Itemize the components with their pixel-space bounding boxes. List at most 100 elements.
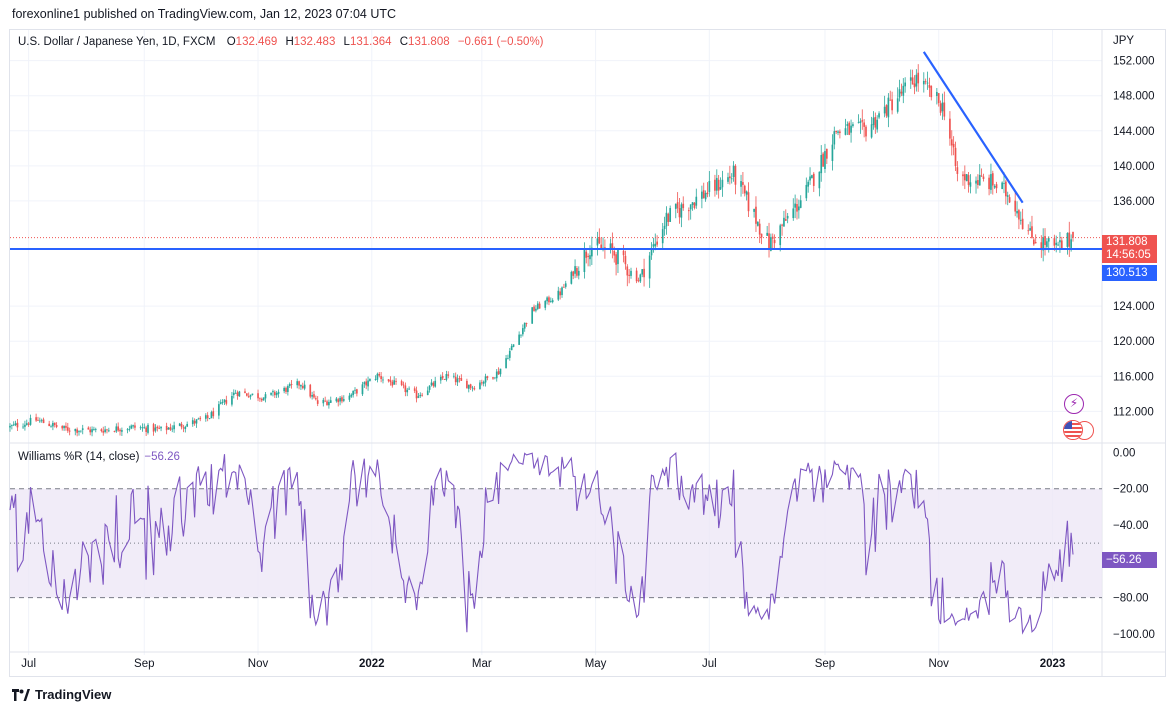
- candle-body-189: [499, 368, 502, 375]
- candle-body-299: [786, 215, 789, 219]
- candle-body-301: [794, 203, 796, 208]
- candle-body-407: [1070, 239, 1072, 249]
- candle-body-117: [313, 394, 315, 398]
- candle-body-15: [48, 423, 51, 427]
- candle-body-388: [1019, 219, 1022, 221]
- candle-body-120: [322, 399, 325, 404]
- candle-body-245: [648, 255, 651, 279]
- candle-body-223: [589, 255, 591, 260]
- candle-body-27: [78, 431, 80, 433]
- candle-body-290: [766, 232, 768, 236]
- candle-body-334: [878, 113, 880, 118]
- candle-body-174: [460, 378, 463, 381]
- candle-body-265: [701, 191, 703, 199]
- candle-body-38: [106, 429, 108, 431]
- candle-body-331: [872, 117, 875, 126]
- candle-body-176: [467, 384, 470, 389]
- candle-body-47: [130, 425, 133, 429]
- candle-body-75: [204, 415, 207, 419]
- candle-body-16: [50, 426, 52, 428]
- candle-body-150: [400, 381, 403, 385]
- candle-body-194: [512, 344, 515, 347]
- candle-body-274: [721, 179, 724, 188]
- candle-body-261: [689, 204, 692, 210]
- candle-body-66: [180, 423, 183, 428]
- candle-body-149: [395, 380, 397, 382]
- candle-body-386: [1016, 211, 1018, 214]
- footer-brand[interactable]: TradingView: [12, 687, 111, 702]
- candle-body-402: [1057, 244, 1059, 246]
- candle-body-196: [520, 334, 522, 336]
- candle-body-161: [428, 385, 431, 390]
- candle-body-148: [393, 380, 396, 385]
- candle-body-48: [132, 425, 134, 427]
- candle-body-190: [505, 358, 507, 369]
- candle-body-232: [613, 250, 616, 256]
- candle-body-376: [990, 174, 992, 190]
- candle-body-140: [374, 379, 377, 380]
- candle-body-26: [76, 429, 78, 433]
- candle-body-302: [796, 204, 798, 212]
- candle-body-205: [544, 301, 547, 308]
- candle-body-213: [563, 286, 565, 288]
- candle-body-158: [419, 394, 422, 397]
- candle-body-369: [969, 182, 972, 187]
- candle-body-167: [443, 379, 446, 380]
- candle-body-355: [936, 91, 938, 97]
- candle-body-304: [799, 200, 802, 208]
- candle-body-366: [963, 174, 966, 181]
- descending-trendline: [922, 51, 1024, 204]
- candle-body-277: [730, 178, 733, 180]
- publisher-caption: forexonline1 published on TradingView.co…: [12, 7, 397, 21]
- change-value: −0.661 (−0.50%): [457, 36, 544, 48]
- candle-body-283: [745, 191, 748, 195]
- open-value: 132.469: [235, 36, 278, 48]
- candle-body-333: [876, 119, 879, 130]
- lightning-icon[interactable]: ⚡: [1064, 394, 1084, 414]
- candle-body-173: [458, 378, 461, 379]
- candle-body-399: [1047, 238, 1050, 242]
- candle-body-349: [917, 72, 920, 84]
- candle-body-276: [729, 176, 731, 179]
- candle-body-269: [708, 180, 711, 192]
- candle-body-234: [617, 248, 619, 265]
- candle-body-84: [225, 400, 228, 404]
- candle-body-94: [251, 393, 254, 395]
- us-flag-icon[interactable]: [1063, 420, 1083, 440]
- candle-body-145: [387, 379, 390, 382]
- candle-body-1: [11, 425, 13, 427]
- candle-body-115: [309, 384, 312, 397]
- candle-body-40: [113, 431, 116, 432]
- candle-body-3: [14, 423, 17, 426]
- candle-body-108: [288, 384, 291, 387]
- candle-body-262: [691, 202, 694, 206]
- candle-body-41: [115, 426, 118, 432]
- candle-body-178: [471, 387, 474, 389]
- candle-body-12: [38, 420, 41, 422]
- candle-body-317: [835, 130, 838, 133]
- indicator-value: −56.26: [144, 451, 180, 463]
- candle-body-77: [208, 418, 211, 420]
- candle-body-201: [533, 306, 535, 311]
- candle-body-104: [277, 391, 280, 394]
- symbol-legend: U.S. Dollar / Japanese Yen, 1D, FXCM O13…: [18, 36, 549, 48]
- candle-body-21: [63, 425, 65, 429]
- candle-body-56: [154, 427, 157, 431]
- candle-body-278: [732, 165, 735, 177]
- candle-body-187: [495, 371, 498, 379]
- candle-body-123: [328, 401, 330, 406]
- candle-body-116: [311, 395, 313, 397]
- candle-body-121: [324, 400, 327, 402]
- candle-body-242: [639, 274, 642, 282]
- candle-body-53: [145, 427, 147, 432]
- candle-body-59: [160, 426, 162, 429]
- candle-body-44: [121, 430, 123, 432]
- candle-body-267: [704, 193, 707, 200]
- candle-body-119: [316, 400, 319, 404]
- price-tick-label: 140.000: [1113, 161, 1155, 173]
- candle-body-389: [1021, 218, 1024, 230]
- candle-body-22: [65, 425, 67, 428]
- candle-body-112: [300, 385, 302, 387]
- candle-body-78: [210, 412, 213, 419]
